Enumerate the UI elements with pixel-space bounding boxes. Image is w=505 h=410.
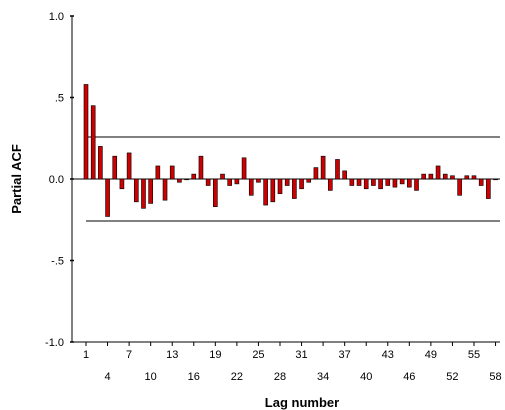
acf-bar-lag-48	[421, 173, 426, 180]
acf-bar-lag-37	[342, 170, 347, 180]
acf-bar-lag-14	[177, 178, 182, 183]
acf-bar-lag-42	[378, 178, 383, 190]
x-tick-label: 22	[231, 371, 243, 383]
acf-bar-lag-31	[299, 178, 304, 190]
acf-bar-lag-27	[270, 178, 276, 203]
acf-bar-lag-45	[399, 178, 405, 185]
acf-bar-lag-10	[148, 178, 153, 204]
y-tick-label: .5	[55, 93, 64, 105]
acf-bar-lag-32	[306, 178, 312, 183]
x-tick-label: 19	[209, 349, 221, 361]
x-tick-label: 58	[489, 371, 501, 383]
x-tick-label: 55	[468, 349, 480, 361]
acf-bar-lag-33	[313, 167, 319, 180]
acf-bar-lag-12	[162, 178, 168, 201]
bars-group	[83, 84, 498, 217]
y-tick-label: -1.0	[45, 337, 64, 349]
acf-bar-lag-46	[407, 178, 412, 188]
acf-bar-lag-26	[263, 178, 268, 206]
x-tick-label: 25	[252, 349, 264, 361]
y-ticks-group: 1.0 .5 0.0 -.5 -1.0	[45, 11, 74, 349]
x-tick-label: 52	[446, 371, 458, 383]
acf-bar-lag-15	[184, 178, 189, 181]
acf-bar-lag-13	[169, 165, 175, 180]
acf-bar-lag-7	[126, 152, 132, 180]
acf-bar-lag-47	[414, 178, 419, 191]
y-tick-label: 0.0	[49, 174, 64, 186]
acf-bar-lag-25	[256, 178, 261, 183]
y-axis-title: Partial ACF	[9, 144, 24, 214]
x-tick-label: 31	[295, 349, 307, 361]
acf-bar-lag-19	[213, 178, 218, 208]
acf-bar-lag-6	[119, 178, 125, 190]
acf-bar-lag-28	[277, 178, 283, 194]
x-tick-label: 1	[83, 349, 89, 361]
acf-bar-lag-16	[191, 173, 197, 180]
x-axis-title: Lag number	[265, 395, 339, 410]
x-ticks-group: 1 7 13 19 25 31 37 43 49 55 4 10 16 22 28 34 40 46 52 58	[83, 342, 502, 383]
acf-bar-lag-53	[457, 178, 462, 196]
acf-bar-lag-55	[471, 175, 477, 180]
acf-bar-lag-38	[349, 178, 355, 186]
acf-bar-lag-34	[320, 155, 326, 180]
acf-bar-lag-24	[248, 178, 254, 196]
x-tick-label: 7	[126, 349, 132, 361]
acf-bar-lag-36	[335, 159, 340, 180]
acf-bar-lag-40	[363, 178, 369, 190]
acf-bar-lag-54	[464, 175, 470, 180]
acf-bar-lag-8	[133, 178, 139, 203]
acf-bar-lag-57	[486, 178, 491, 199]
acf-bar-lag-4	[105, 178, 110, 217]
x-tick-label: 49	[425, 349, 437, 361]
acf-bar-lag-51	[442, 173, 448, 180]
acf-bar-lag-44	[392, 178, 398, 188]
acf-bar-lag-30	[292, 178, 297, 199]
acf-bar-lag-50	[435, 165, 441, 180]
acf-bar-lag-58	[493, 178, 498, 181]
acf-bar-lag-2	[90, 105, 96, 180]
acf-bar-lag-18	[205, 178, 211, 186]
x-tick-label: 28	[274, 371, 286, 383]
acf-bar-lag-9	[141, 178, 146, 209]
acf-bar-lag-41	[371, 178, 376, 186]
y-tick-label: -.5	[51, 256, 64, 268]
x-tick-label: 16	[188, 371, 200, 383]
acf-bar-lag-49	[428, 173, 434, 180]
x-tick-label: 37	[339, 349, 351, 361]
acf-bar-lag-5	[112, 155, 118, 180]
y-tick-label: 1.0	[49, 11, 64, 23]
acf-bar-lag-21	[227, 178, 232, 186]
acf-bar-lag-39	[356, 178, 362, 186]
acf-bar-lag-52	[450, 175, 455, 180]
acf-bar-lag-3	[98, 146, 103, 180]
x-tick-label: 34	[317, 371, 329, 383]
x-tick-label: 40	[360, 371, 372, 383]
x-tick-label: 43	[382, 349, 394, 361]
x-tick-label: 13	[166, 349, 178, 361]
acf-bar-lag-22	[234, 178, 240, 185]
acf-bar-lag-56	[478, 178, 484, 186]
acf-bar-lag-29	[284, 178, 290, 186]
acf-bar-lag-11	[155, 165, 161, 180]
acf-bar-lag-1	[83, 84, 89, 180]
acf-bar-lag-43	[385, 178, 391, 186]
x-tick-label: 10	[145, 371, 157, 383]
acf-bar-lag-20	[220, 173, 225, 180]
x-tick-label: 4	[104, 371, 110, 383]
x-tick-label: 46	[403, 371, 415, 383]
acf-bar-lag-23	[241, 157, 247, 180]
acf-bar-lag-35	[327, 178, 333, 191]
acf-bar-lag-17	[198, 155, 204, 180]
